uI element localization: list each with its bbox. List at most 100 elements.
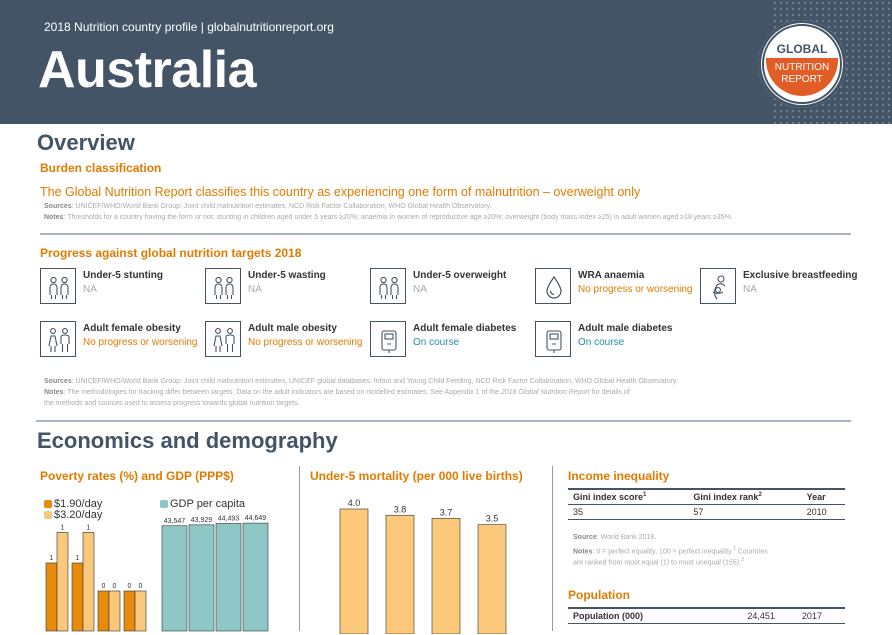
burden-classification-text: The Global Nutrition Report classifies t… bbox=[40, 185, 641, 199]
poverty-heading: Poverty rates (%) and GDP (PPP$) bbox=[40, 469, 234, 483]
section-divider bbox=[40, 233, 851, 235]
poverty-bar bbox=[123, 590, 136, 632]
glucose-meter-icon bbox=[370, 321, 406, 357]
poverty-bar-label: 1 bbox=[50, 555, 54, 562]
indicator-title: Under-5 stunting bbox=[83, 270, 163, 281]
poverty-bar-label: 1 bbox=[76, 555, 80, 562]
mortality-bar bbox=[431, 518, 461, 634]
population-value: 24,451 bbox=[728, 607, 780, 624]
year-value: 2010 bbox=[801, 504, 845, 520]
table-row: 35 57 2010 bbox=[568, 504, 845, 520]
inequality-notes: Notes: 0 = perfect equality, 100 = perfe… bbox=[573, 546, 768, 556]
burden-notes: Notes: Thresholds for a country having t… bbox=[44, 214, 733, 221]
progress-notes-cont: the methods and sources used to assess p… bbox=[44, 400, 300, 407]
child-pair-icon bbox=[205, 268, 241, 304]
poverty-bar-label: 0 bbox=[113, 583, 117, 590]
progress-notes: Notes: The methodologies for tracking di… bbox=[44, 389, 630, 396]
indicator-status: No progress or worsening bbox=[248, 337, 363, 348]
indicator-status: On course bbox=[413, 337, 460, 348]
mortality-bar-label: 4.0 bbox=[348, 498, 361, 508]
global-nutrition-report-logo: GLOBAL NUTRITION REPORT bbox=[758, 20, 846, 108]
mortality-heading: Under-5 mortality (per 000 live births) bbox=[310, 469, 523, 483]
gdp-bar-label: 44,649 bbox=[245, 515, 267, 522]
indicator-status: On course bbox=[578, 337, 625, 348]
poverty-bar bbox=[134, 590, 147, 632]
gdp-bar-label: 44,493 bbox=[218, 515, 240, 522]
inequality-heading: Income inequality bbox=[568, 469, 670, 483]
indicator-title: Under-5 wasting bbox=[248, 270, 326, 281]
income-inequality-table: Gini index score1 Gini index rank2 Year … bbox=[568, 488, 845, 520]
gdp-bar-label: 43,547 bbox=[164, 518, 186, 525]
poverty-bar-label: 0 bbox=[128, 583, 132, 590]
poverty-bar bbox=[108, 590, 121, 632]
indicator-under-5-stunting: Under-5 stunting NA bbox=[40, 268, 205, 308]
table-row: Population (000) 24,451 2017 bbox=[568, 607, 845, 624]
child-pair-icon bbox=[40, 268, 76, 304]
legend-swatch-3-20 bbox=[44, 511, 52, 519]
column-divider bbox=[552, 466, 553, 631]
glucose-meter-icon bbox=[535, 321, 571, 357]
burden-sources: Sources: UNICEF/WHO/World Bank Group: Jo… bbox=[44, 203, 492, 210]
mortality-bar-label: 3.7 bbox=[440, 507, 453, 517]
gini-score-value: 35 bbox=[568, 504, 689, 520]
poverty-bar bbox=[82, 532, 95, 632]
indicator-title: Adult male obesity bbox=[248, 323, 337, 334]
indicator-title: WRA anaemia bbox=[578, 270, 645, 281]
indicator-status: NA bbox=[83, 284, 97, 295]
poverty-bar-label: 0 bbox=[139, 583, 143, 590]
inequality-notes-cont: are ranked from most equal (1) to most u… bbox=[573, 557, 744, 567]
indicator-status: NA bbox=[248, 284, 262, 295]
header-banner: 2018 Nutrition country profile | globaln… bbox=[0, 0, 892, 124]
gdp-bar bbox=[242, 522, 269, 632]
poverty-bar bbox=[97, 590, 110, 632]
indicator-title: Under-5 overweight bbox=[413, 270, 507, 281]
indicator-wra-anaemia: WRA anaemia No progress or worsening bbox=[535, 268, 700, 308]
economics-title: Economics and demography bbox=[37, 428, 338, 453]
legend-swatch-1-90 bbox=[44, 500, 52, 508]
mortality-bar-label: 3.8 bbox=[394, 504, 407, 514]
indicator-status: No progress or worsening bbox=[83, 337, 198, 348]
indicator-adult-female-diabetes: Adult female diabetes On course bbox=[370, 321, 535, 361]
year-header: Year bbox=[801, 488, 845, 505]
progress-sources: Sources: UNICEF/WHO/World Bank Group: Jo… bbox=[44, 378, 678, 385]
indicator-title: Exclusive breastfeeding bbox=[743, 270, 858, 281]
poverty-bar-label: 1 bbox=[87, 524, 91, 531]
indicator-adult-male-diabetes: Adult male diabetes On course bbox=[535, 321, 700, 361]
inequality-source: Source: World Bank 2018. bbox=[573, 534, 657, 541]
indicator-status: NA bbox=[413, 284, 427, 295]
indicator-title: Adult female diabetes bbox=[413, 323, 517, 334]
poverty-bar-label: 1 bbox=[61, 524, 65, 531]
indicator-title: Adult male diabetes bbox=[578, 323, 673, 334]
blood-drop-icon bbox=[535, 268, 571, 304]
indicator-under-5-overweight: Under-5 overweight NA bbox=[370, 268, 535, 308]
gini-score-header: Gini index score1 bbox=[568, 488, 689, 505]
indicator-adult-female-obesity: Adult female obesity No progress or worse… bbox=[40, 321, 205, 361]
legend-swatch-gdp bbox=[160, 500, 168, 508]
indicator-title: Adult female obesity bbox=[83, 323, 181, 334]
under5-mortality-chart: 4.0 3.8 3.7 3.5 bbox=[339, 498, 507, 634]
overview-title: Overview bbox=[37, 130, 135, 155]
progress-heading: Progress against global nutrition target… bbox=[40, 246, 302, 260]
indicator-adult-male-obesity: Adult male obesity No progress or worseni… bbox=[205, 321, 370, 361]
breastfeeding-icon bbox=[700, 268, 736, 304]
child-pair-icon bbox=[370, 268, 406, 304]
adult-pair-icon bbox=[205, 321, 241, 357]
mortality-bar-label: 3.5 bbox=[486, 514, 499, 524]
population-label: Population (000) bbox=[568, 607, 728, 624]
gdp-bar bbox=[188, 524, 215, 632]
population-table: Population (000) 24,451 2017 bbox=[568, 607, 845, 624]
gini-rank-header: Gini index rank2 bbox=[688, 488, 802, 505]
poverty-bar bbox=[45, 562, 58, 632]
logo-text-global: GLOBAL bbox=[776, 42, 828, 56]
profile-subtitle: 2018 Nutrition country profile | globaln… bbox=[44, 20, 334, 34]
gdp-bar bbox=[215, 523, 242, 632]
mortality-bar bbox=[339, 508, 369, 634]
column-divider bbox=[299, 466, 300, 631]
legend-label-3-20: $3.20/day bbox=[54, 509, 103, 521]
indicator-status: No progress or worsening bbox=[578, 284, 693, 295]
gdp-bar-label: 43,929 bbox=[191, 517, 213, 524]
gdp-bar bbox=[161, 525, 188, 632]
poverty-bar-label: 0 bbox=[102, 583, 106, 590]
mortality-bar bbox=[385, 514, 415, 634]
poverty-bar bbox=[71, 562, 84, 632]
